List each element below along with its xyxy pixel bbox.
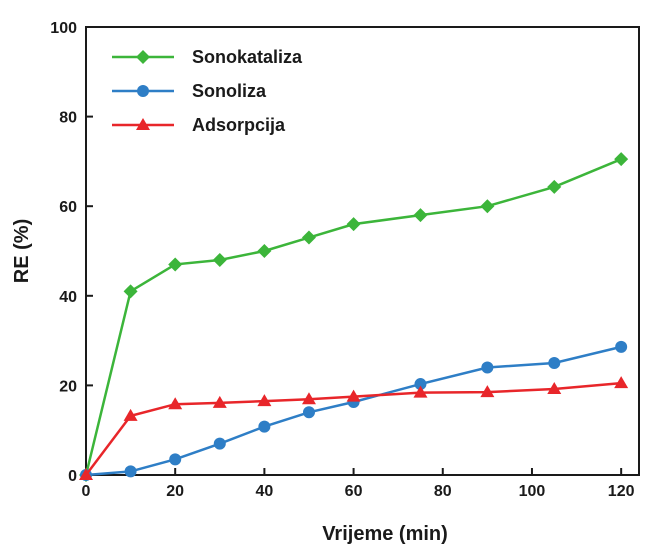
data-point	[302, 406, 315, 419]
plot-frame	[85, 26, 640, 476]
data-point	[346, 217, 361, 232]
x-tick-label: 120	[608, 483, 635, 500]
series-sonokataliza	[79, 152, 629, 482]
data-point	[124, 465, 137, 478]
legend-marker	[136, 118, 150, 130]
data-point	[614, 152, 629, 167]
data-point	[480, 199, 495, 214]
x-tick-label: 60	[345, 483, 363, 500]
data-point	[79, 468, 93, 480]
x-axis-title: Vrijeme (min)	[322, 523, 448, 545]
y-tick-label: 20	[59, 378, 77, 395]
legend-marker	[136, 50, 150, 64]
data-point	[169, 453, 182, 466]
data-point	[413, 385, 428, 398]
series-adsorpcija	[79, 376, 629, 480]
x-tick-label: 80	[434, 483, 452, 500]
data-point	[301, 230, 316, 245]
y-axis-title: RE (%)	[11, 219, 33, 283]
data-point	[547, 381, 562, 394]
data-point	[168, 257, 183, 272]
y-axis: 0 20 40 60 80 100	[50, 20, 93, 485]
data-point	[123, 284, 138, 299]
y-tick-label: 60	[59, 199, 77, 216]
data-point	[548, 357, 561, 369]
data-point	[301, 392, 316, 405]
data-point	[547, 179, 562, 194]
legend-item: Sonoliza	[112, 81, 267, 101]
data-point	[212, 395, 227, 408]
x-tick-label: 40	[255, 483, 273, 500]
y-tick-label: 40	[59, 289, 77, 306]
y-tick-label: 0	[68, 468, 77, 485]
data-point	[168, 397, 183, 410]
data-point	[123, 408, 138, 421]
x-tick-label: 20	[166, 483, 184, 500]
legend-marker	[137, 85, 149, 97]
legend-item: Adsorpcija	[112, 115, 286, 135]
legend: Sonokataliza Sonoliza Adsorpcija	[112, 47, 303, 135]
data-point	[257, 244, 272, 258]
data-point	[615, 340, 628, 353]
data-point	[346, 389, 361, 402]
legend-item: Sonokataliza	[112, 47, 303, 67]
x-tick-label: 0	[82, 483, 91, 500]
data-point	[480, 385, 495, 398]
legend-label: Sonoliza	[192, 81, 267, 101]
x-tick-label: 100	[519, 483, 546, 500]
data-point	[213, 437, 226, 450]
series-layer	[79, 152, 629, 482]
series-sonoliza	[80, 340, 628, 481]
series-line	[85, 345, 622, 477]
data-point	[414, 378, 427, 391]
legend-label: Adsorpcija	[192, 115, 286, 135]
data-point	[212, 252, 227, 267]
legend-label: Sonokataliza	[192, 47, 303, 67]
data-point	[413, 208, 428, 223]
y-tick-label: 80	[59, 110, 77, 127]
data-point	[614, 376, 629, 389]
x-axis: 0 20 40 60 80 100 120	[82, 468, 635, 500]
series-line	[84, 158, 622, 476]
data-point	[257, 394, 272, 407]
data-point	[481, 361, 494, 374]
y-tick-label: 100	[50, 20, 77, 37]
data-point	[258, 420, 271, 433]
